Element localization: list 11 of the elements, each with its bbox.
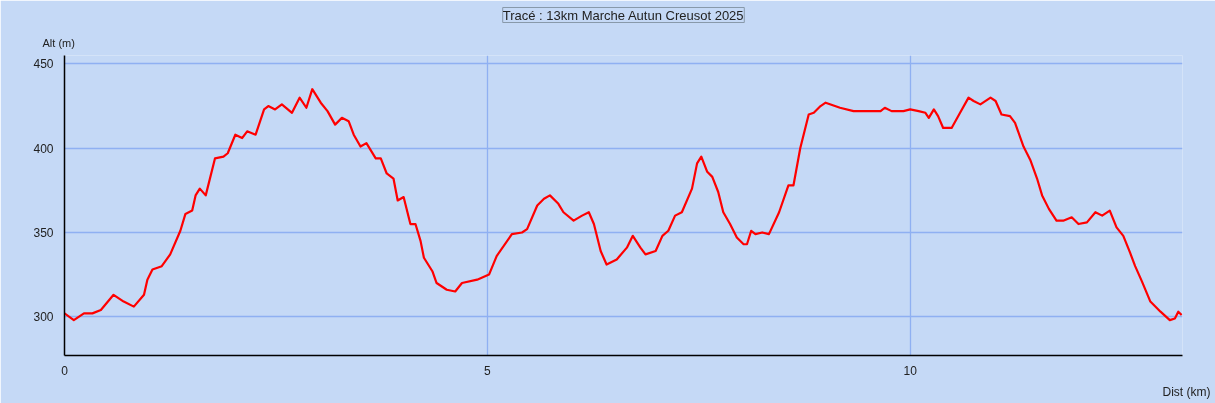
- x-axis-title: Dist (km): [1162, 384, 1211, 399]
- y-tick-label: 300: [33, 310, 54, 325]
- x-tick-label: 5: [484, 363, 492, 378]
- y-tick-label: 350: [33, 225, 54, 240]
- y-tick-label: 400: [33, 141, 54, 156]
- x-tick-label: 10: [903, 363, 918, 378]
- x-tick-label: 0: [61, 363, 69, 378]
- chart-title: Tracé : 13km Marche Autun Creusot 2025: [502, 7, 744, 23]
- y-axis-title: Alt (m): [42, 36, 75, 49]
- y-tick-label: 450: [33, 57, 54, 72]
- line-series: [64, 88, 1183, 322]
